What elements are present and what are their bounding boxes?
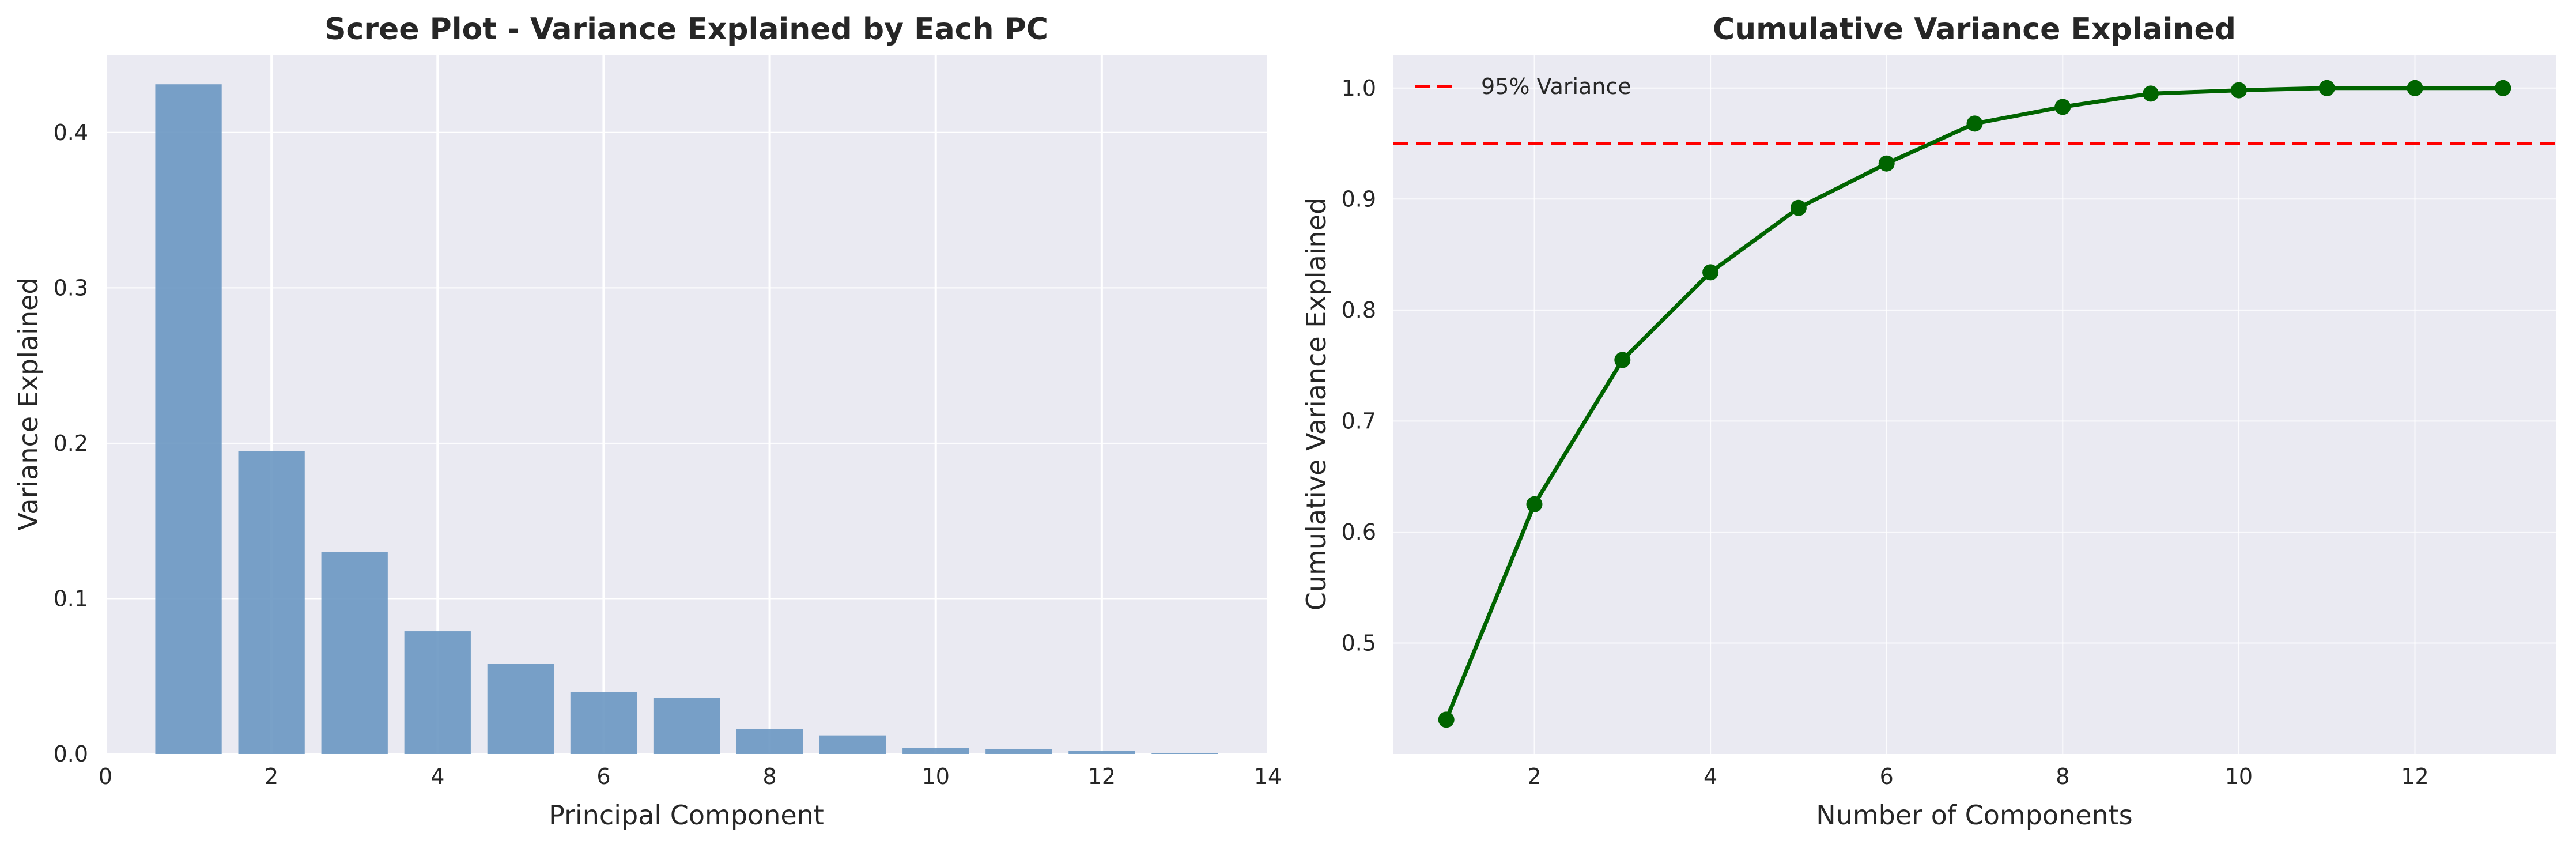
cumulative-y-tick-label: 0.6 xyxy=(1342,519,1376,545)
cumulative-point xyxy=(2318,80,2335,96)
cumulative-x-tick-label: 8 xyxy=(2056,764,2069,789)
cumulative-point xyxy=(2054,99,2071,115)
cumulative-plot: 2 4 6 8 10 12 0.5 0.6 0.7 0.8 0.9 1.0 Cumulative V… xyxy=(1301,12,2556,831)
cumulative-point xyxy=(1966,115,1983,132)
cumulative-point xyxy=(1878,155,1895,172)
scree-title: Scree Plot - Variance Explained by Each … xyxy=(324,12,1048,47)
scree-x-tick-label: 10 xyxy=(922,764,950,789)
scree-bar xyxy=(653,698,720,754)
cumulative-point xyxy=(2407,80,2423,96)
cumulative-point xyxy=(1702,264,1719,281)
cumulative-x-tick-label: 12 xyxy=(2401,764,2428,789)
legend-threshold-label: 95% Variance xyxy=(1481,74,1631,99)
scree-x-tick-label: 8 xyxy=(762,764,776,789)
cumulative-point xyxy=(2495,80,2511,96)
scree-bar xyxy=(902,748,969,754)
scree-x-tick-label: 12 xyxy=(1088,764,1116,789)
scree-y-tick-label: 0.1 xyxy=(54,586,88,611)
cumulative-title: Cumulative Variance Explained xyxy=(1713,12,2236,47)
scree-bar xyxy=(155,84,222,754)
cumulative-point xyxy=(2143,85,2159,102)
scree-x-tick-label: 6 xyxy=(596,764,610,789)
cumulative-point xyxy=(2230,82,2247,99)
cumulative-x-tick-label: 6 xyxy=(1880,764,1894,789)
scree-bar xyxy=(238,451,305,754)
scree-bar xyxy=(819,735,886,754)
scree-x-tick-label: 2 xyxy=(265,764,278,789)
scree-y-tick-label: 0.2 xyxy=(54,431,88,456)
scree-x-tick-label: 4 xyxy=(430,764,444,789)
scree-bars xyxy=(155,84,1218,754)
cumulative-y-ticks: 0.5 0.6 0.7 0.8 0.9 1.0 xyxy=(1342,76,1376,656)
scree-y-ticks: 0.0 0.1 0.2 0.3 0.4 xyxy=(54,120,88,767)
scree-x-tick-label: 14 xyxy=(1254,764,1282,789)
cumulative-x-tick-label: 2 xyxy=(1527,764,1541,789)
scree-x-label: Principal Component xyxy=(549,800,824,831)
scree-plot: 0 2 4 6 8 10 12 14 0.0 0.1 0.2 0.3 0.4 Scree Plot -… xyxy=(13,12,1282,831)
scree-x-ticks: 0 2 4 6 8 10 12 14 xyxy=(99,764,1282,789)
cumulative-point xyxy=(1438,711,1455,728)
scree-bar xyxy=(1068,751,1135,754)
cumulative-y-tick-label: 0.8 xyxy=(1342,297,1376,323)
scree-y-tick-label: 0.4 xyxy=(54,120,88,145)
cumulative-plot-area xyxy=(1393,55,2556,754)
cumulative-y-tick-label: 0.9 xyxy=(1342,186,1376,212)
cumulative-x-ticks: 2 4 6 8 10 12 xyxy=(1527,764,2428,789)
scree-y-label: Variance Explained xyxy=(13,277,44,530)
scree-bar xyxy=(487,664,554,754)
cumulative-y-tick-label: 1.0 xyxy=(1342,76,1376,101)
cumulative-y-tick-label: 0.7 xyxy=(1342,408,1376,434)
scree-bar xyxy=(321,552,388,754)
cumulative-x-tick-label: 10 xyxy=(2225,764,2253,789)
scree-x-tick-label: 0 xyxy=(99,764,112,789)
scree-bar xyxy=(570,692,637,754)
scree-bar xyxy=(1151,753,1218,754)
cumulative-y-tick-label: 0.5 xyxy=(1342,630,1376,655)
cumulative-x-label: Number of Components xyxy=(1816,800,2132,831)
scree-bar xyxy=(736,729,803,754)
cumulative-points xyxy=(1438,80,2511,728)
scree-bar xyxy=(404,631,471,754)
cumulative-point xyxy=(1526,496,1543,512)
cumulative-y-label: Cumulative Variance Explained xyxy=(1301,198,1332,610)
scree-y-tick-label: 0.0 xyxy=(54,741,88,767)
legend: 95% Variance xyxy=(1415,74,1631,99)
scree-y-tick-label: 0.3 xyxy=(54,275,88,300)
cumulative-x-tick-label: 4 xyxy=(1704,764,1717,789)
scree-bar xyxy=(985,749,1052,754)
cumulative-point xyxy=(1614,352,1631,368)
cumulative-point xyxy=(1790,199,1807,216)
